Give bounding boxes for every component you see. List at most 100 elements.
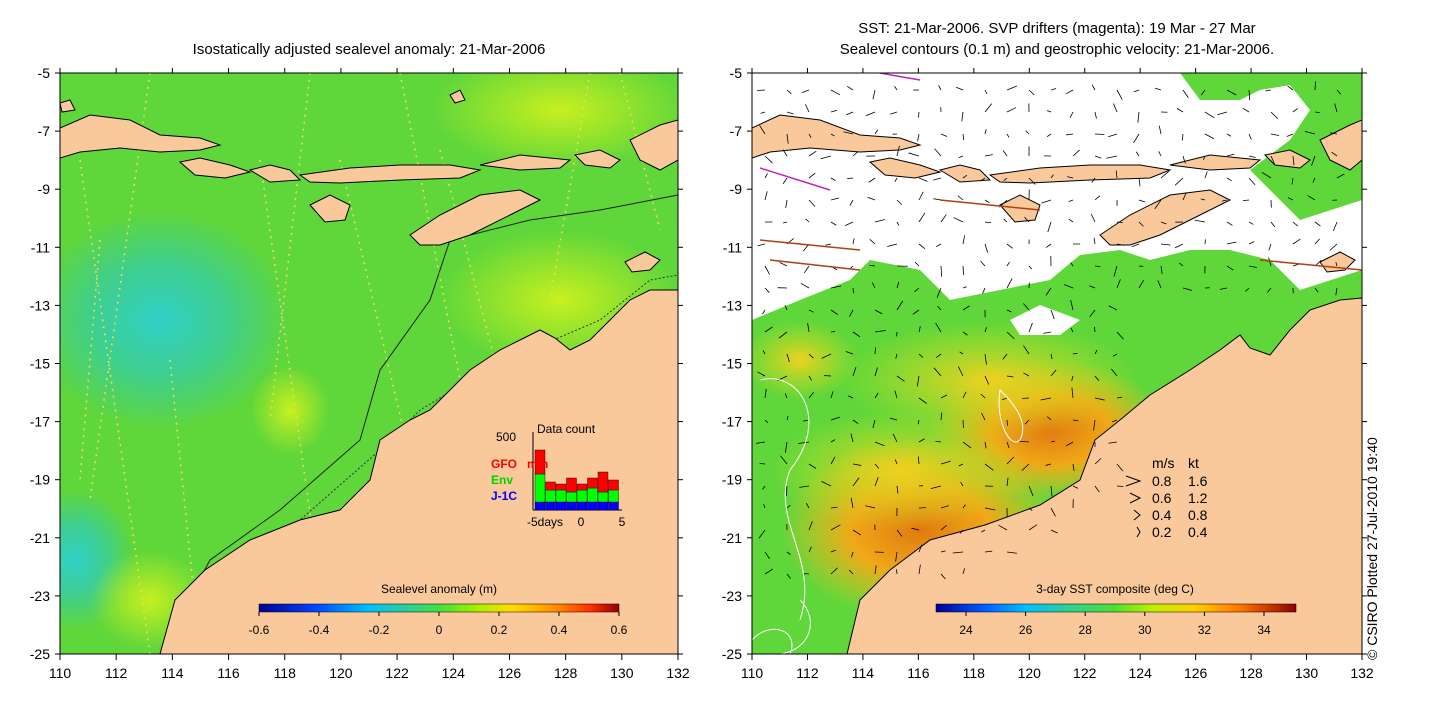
right-cb-tick-label: 34 [1257,623,1271,637]
velocity-arrow [786,111,794,115]
velocity-arrow [1133,133,1140,144]
velocity-arrow [1248,89,1251,101]
velocity-arrow [1116,463,1124,472]
velocity-arrow [935,440,942,443]
velocity-arrow [1050,369,1057,377]
right-lon-tick-label: 112 [796,665,819,681]
velocity-arrow [1066,441,1074,447]
velocity-arrow [918,243,926,249]
velocity-arrow [958,463,964,467]
velocity-arrow [1045,463,1052,466]
velocity-arrow [1182,192,1187,201]
left-lon-tick-label: 124 [442,665,466,681]
velocity-arrow [918,191,924,201]
velocity-arrow [764,568,774,575]
right-panel-title-line1: SST: 21-Mar-2006. SVP drifters (magenta)… [858,20,1256,37]
velocity-arrow [1194,219,1206,223]
velocity-arrow [1133,89,1140,93]
velocity-arrow [1046,133,1052,138]
velocity-arrow [1006,85,1018,91]
velocity-arrow [785,199,788,209]
velocity-legend-kt: 0.8 [1188,507,1208,523]
velocity-arrow [1050,88,1057,91]
velocity-arrow [1182,155,1186,164]
velocity-arrow [984,89,988,95]
inset-bar-red [597,471,609,493]
velocity-arrow [1160,221,1167,225]
inset-bar-green [545,489,556,503]
left-axes: 110 112 114 116 118 120 122 124 126 128 130 132 -5 -7… [30,65,690,681]
velocity-arrow [962,441,972,449]
indonesia-islands [60,89,678,273]
velocity-arrow [1245,287,1250,292]
left-cb-tick-label: -0.2 [369,623,390,637]
right-lon-tick-label: 120 [1018,665,1042,681]
velocity-arrow [1116,243,1125,246]
velocity-arrow [962,265,964,276]
indonesia-islands-right [752,114,1362,273]
velocity-arrow [1002,353,1008,360]
velocity-arrow [896,221,900,226]
velocity-arrow [762,350,766,355]
velocity-arrow [1028,485,1034,497]
left-lat-tick-label: -17 [30,414,50,430]
velocity-legend-kt: 1.6 [1188,473,1208,489]
velocity-arrow [1204,133,1215,140]
inset-bar-green [608,489,619,503]
velocity-arrow [1072,149,1080,157]
left-lon-tick-label: 112 [105,665,128,681]
left-lon-tick-label: 114 [161,665,184,681]
velocity-arrow [957,195,964,201]
velocity-arrow [1070,300,1074,311]
velocity-arrow [984,327,987,333]
velocity-arrow [980,393,986,399]
velocity-arrow [783,221,788,224]
velocity-arrow [808,353,814,359]
velocity-arrow [984,129,987,135]
inset-xtick-5: 5 [619,515,626,529]
inset-bar-blue [576,501,588,511]
velocity-arrow [984,353,987,365]
inset-bars [534,449,619,511]
velocity-arrow [1261,171,1272,179]
velocity-arrow [808,546,812,553]
velocity-arrow [895,551,898,562]
velocity-arrow [755,441,766,444]
velocity-arrow [1221,199,1228,202]
velocity-arrow [1071,387,1074,399]
velocity-arrow [1160,170,1170,179]
left-cb-tick-label: 0.4 [551,623,568,637]
velocity-arrow [1028,177,1036,185]
velocity-arrow [955,86,964,91]
velocity-arrow [874,367,878,377]
velocity-arrow [1111,368,1118,377]
velocity-arrow [759,125,766,135]
inset-bar-red [545,481,556,491]
velocity-arrow [830,309,838,315]
velocity-arrow [962,286,967,289]
velocity-arrow [1003,218,1008,223]
velocity-arrow [940,265,943,277]
velocity-arrow [892,433,898,443]
velocity-arrow [865,111,876,117]
velocity-arrow [1040,397,1052,401]
velocity-arrow [1094,265,1101,267]
velocity-arrow [1336,89,1341,95]
velocity-arrow [1336,173,1345,179]
velocity-arrow [1312,177,1316,183]
velocity-arrow [1028,265,1033,270]
velocity-arrow [1028,322,1033,333]
right-lat-tick-label: -7 [730,123,743,139]
velocity-arrow [846,85,854,91]
legend-header-kt: kt [1188,455,1199,471]
velocity-arrow [1270,133,1280,136]
velocity-arrow [1003,177,1008,181]
right-lat-tick-label: -5 [730,65,743,81]
velocity-arrow [984,199,990,203]
right-lat-tick-label: -17 [722,414,742,430]
velocity-arrow [808,375,812,381]
left-lon-tick-label: 122 [385,665,409,681]
velocity-arrow [1018,440,1030,443]
velocity-arrow [1094,375,1100,381]
velocity-arrow [1050,353,1053,359]
